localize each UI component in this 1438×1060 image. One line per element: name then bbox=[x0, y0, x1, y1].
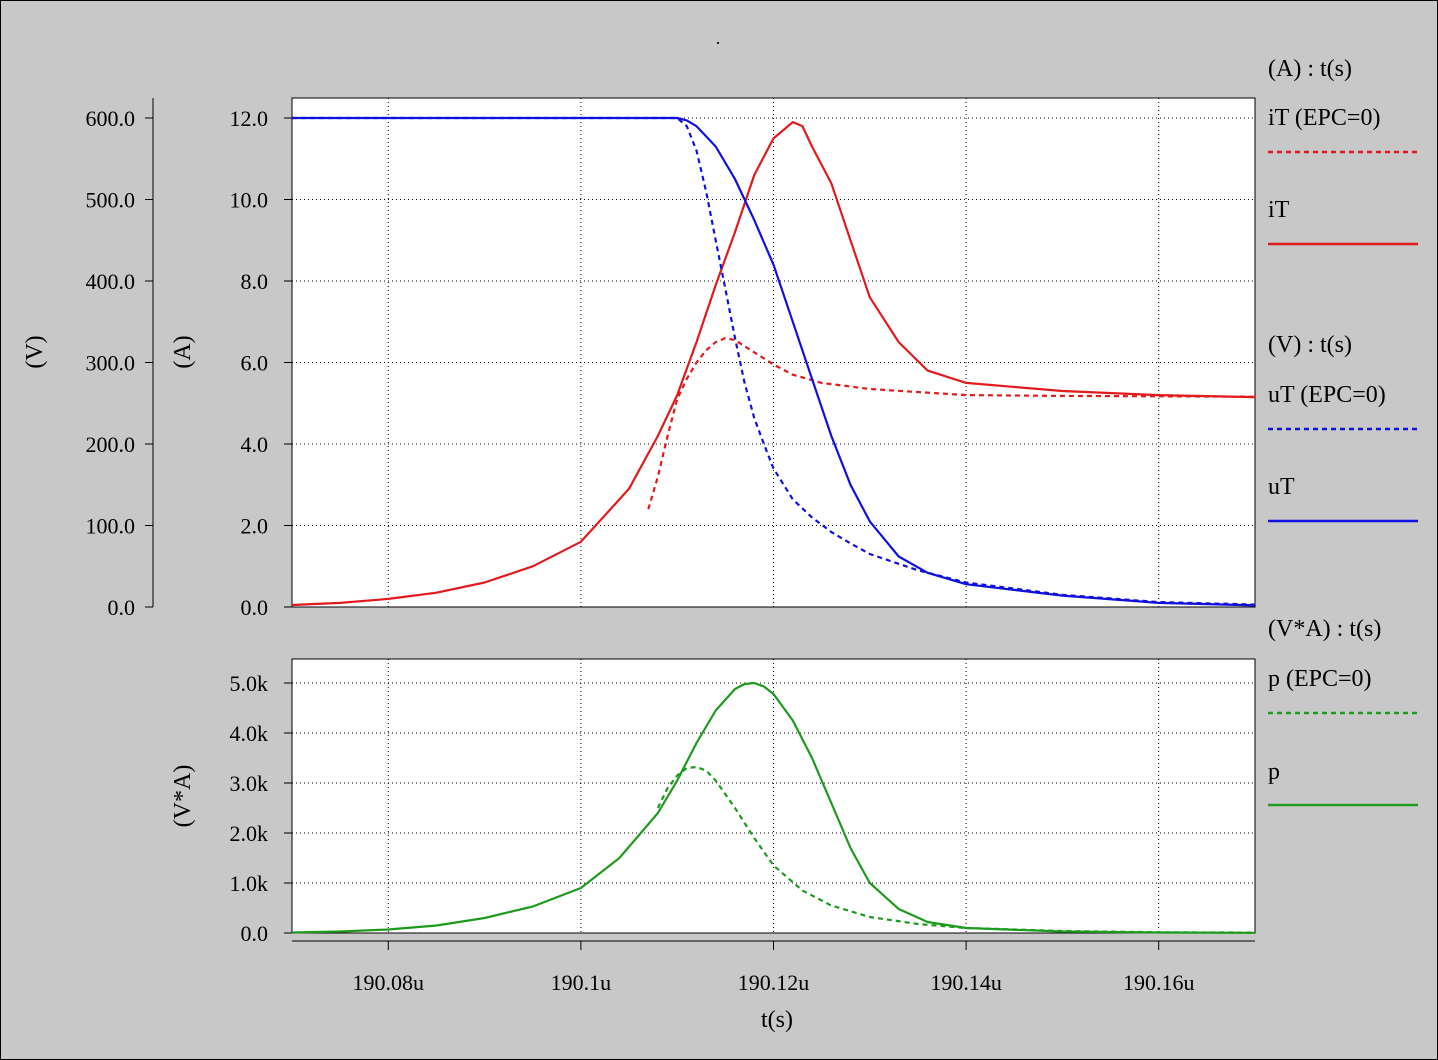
power-tick-label: 0.0 bbox=[241, 921, 269, 946]
page-title: . bbox=[716, 28, 721, 48]
voltage-tick-label: 400.0 bbox=[86, 269, 136, 294]
current-axis-label: (A) bbox=[170, 335, 196, 368]
current-tick-label: 0.0 bbox=[241, 595, 269, 620]
bottom-grid bbox=[292, 659, 1255, 933]
voltage-axis: 0.0 100.0 200.0 300.0 400.0 500.0 600.0 bbox=[86, 98, 154, 620]
time-tick-label: 190.14u bbox=[930, 970, 1002, 995]
legend-entry-label: p bbox=[1268, 759, 1280, 785]
series-p bbox=[291, 681, 1256, 934]
power-axis-label: (V*A) bbox=[170, 765, 196, 828]
current-tick-label: 6.0 bbox=[241, 351, 269, 376]
legend-entry-label: uT (EPC=0) bbox=[1268, 382, 1386, 408]
power-tick-label: 4.0k bbox=[230, 721, 269, 746]
power-tick-label: 1.0k bbox=[230, 871, 269, 896]
series-ut bbox=[292, 116, 1256, 607]
legend-entry-label: iT bbox=[1268, 197, 1290, 223]
legend-group-header: (V*A) : t(s) bbox=[1268, 616, 1381, 642]
power-tick-label: 3.0k bbox=[230, 771, 269, 796]
legend: (A) : t(s) iT (EPC=0) iT (V) : t(s) uT (EPC=… bbox=[1268, 56, 1418, 807]
current-tick-label: 10.0 bbox=[230, 188, 269, 213]
series-it-epc-0 bbox=[647, 337, 1256, 510]
voltage-axis-label: (V) bbox=[22, 335, 48, 368]
time-axis: 190.08u 190.1u 190.12u 190.14u 190.16u bbox=[353, 941, 1195, 995]
legend-entry-label: iT (EPC=0) bbox=[1268, 105, 1380, 131]
series-p-epc-0 bbox=[656, 765, 1256, 934]
time-tick-label: 190.16u bbox=[1123, 970, 1195, 995]
current-axis: 0.0 2.0 4.0 6.0 8.0 10.0 12.0 bbox=[230, 106, 292, 620]
legend-group-header: (V) : t(s) bbox=[1268, 332, 1352, 358]
voltage-tick-label: 100.0 bbox=[86, 514, 136, 539]
legend-entry-label: p (EPC=0) bbox=[1268, 666, 1372, 692]
power-tick-label: 2.0k bbox=[230, 821, 269, 846]
voltage-tick-label: 600.0 bbox=[86, 106, 136, 131]
time-tick-label: 190.08u bbox=[353, 970, 425, 995]
current-tick-label: 12.0 bbox=[230, 106, 269, 131]
series-it bbox=[291, 120, 1256, 607]
legend-group-header: (A) : t(s) bbox=[1268, 56, 1352, 82]
power-tick-label: 5.0k bbox=[230, 671, 269, 696]
current-tick-label: 8.0 bbox=[241, 269, 269, 294]
current-tick-label: 2.0 bbox=[241, 514, 269, 539]
bottom-series bbox=[291, 681, 1256, 934]
legend-entry-label: uT bbox=[1268, 474, 1295, 500]
x-axis-label: t(s) bbox=[761, 1007, 793, 1033]
voltage-tick-label: 500.0 bbox=[86, 188, 136, 213]
voltage-tick-label: 300.0 bbox=[86, 351, 136, 376]
time-tick-label: 190.12u bbox=[738, 970, 810, 995]
top-series bbox=[291, 116, 1256, 607]
current-tick-label: 4.0 bbox=[241, 432, 269, 457]
time-tick-label: 190.1u bbox=[551, 970, 612, 995]
voltage-tick-label: 200.0 bbox=[86, 432, 136, 457]
power-axis: 0.0 1.0k 2.0k 3.0k 4.0k 5.0k bbox=[230, 671, 292, 946]
voltage-tick-label: 0.0 bbox=[108, 595, 136, 620]
